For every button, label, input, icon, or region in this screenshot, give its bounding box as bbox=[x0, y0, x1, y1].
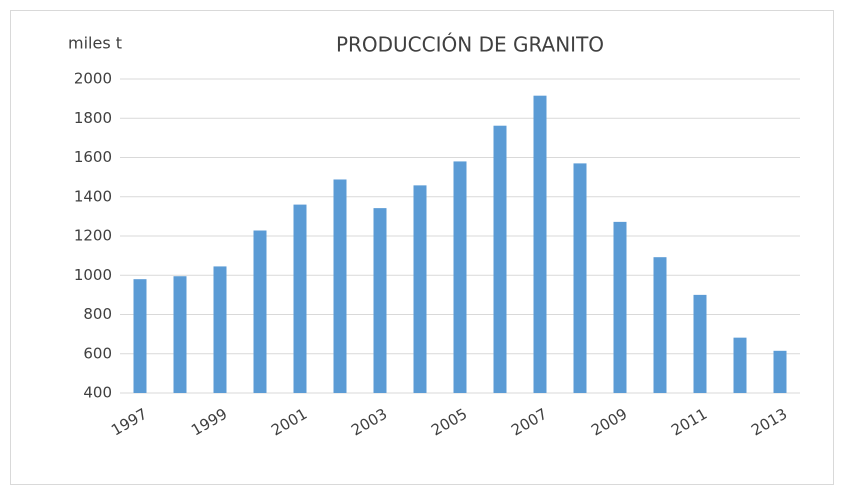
bar bbox=[573, 163, 587, 393]
bar bbox=[693, 294, 707, 393]
y-tick-label: 1600 bbox=[74, 148, 112, 166]
bar bbox=[493, 125, 507, 394]
bar bbox=[413, 185, 427, 393]
bar bbox=[373, 208, 387, 393]
bar bbox=[733, 337, 747, 393]
bar bbox=[173, 276, 187, 393]
y-tick-label: 1000 bbox=[74, 266, 112, 284]
y-axis-label: miles t bbox=[68, 34, 122, 53]
y-tick-label: 800 bbox=[83, 305, 112, 323]
bar bbox=[653, 257, 667, 393]
y-tick-label: 1800 bbox=[74, 109, 112, 127]
bar bbox=[253, 230, 267, 393]
bar bbox=[613, 221, 627, 393]
bar bbox=[533, 95, 547, 394]
bar bbox=[213, 266, 227, 393]
bar bbox=[453, 161, 467, 393]
bar bbox=[133, 279, 147, 393]
bar bbox=[773, 350, 787, 393]
y-tick-label: 1400 bbox=[74, 187, 112, 205]
y-tick-label: 2000 bbox=[74, 70, 112, 88]
y-tick-label: 600 bbox=[83, 344, 112, 362]
bar bbox=[293, 204, 307, 393]
y-tick-label: 400 bbox=[83, 384, 112, 402]
bar bbox=[333, 179, 347, 393]
y-tick-label: 1200 bbox=[74, 227, 112, 245]
chart-title: PRODUCCIÓN DE GRANITO bbox=[336, 33, 604, 57]
